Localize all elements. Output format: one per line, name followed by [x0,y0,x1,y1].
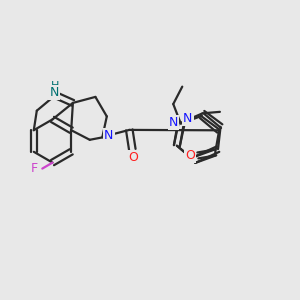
Text: N: N [183,112,193,125]
Text: O: O [185,149,195,162]
Text: N: N [104,129,114,142]
Text: N: N [49,85,58,99]
Text: N: N [169,116,178,128]
Text: O: O [128,151,138,164]
Text: F: F [31,162,38,175]
Text: H: H [51,81,60,91]
